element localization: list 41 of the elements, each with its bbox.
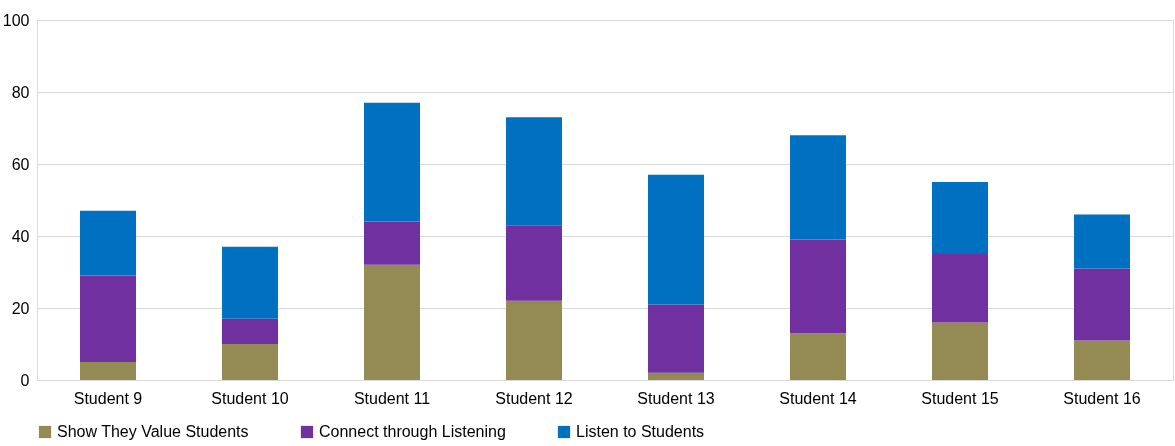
bar — [222, 344, 278, 380]
y-tick-label: 40 — [11, 227, 30, 245]
y-tick-label: 80 — [11, 83, 30, 101]
bar — [506, 117, 562, 226]
legend-label: Listen to Students — [576, 423, 705, 440]
bar — [222, 246, 278, 319]
bar — [506, 225, 562, 301]
bar — [506, 300, 562, 380]
x-tick-label: Student 13 — [637, 389, 715, 407]
legend-label: Show They Value Students — [57, 423, 249, 440]
x-tick-label: Student 9 — [73, 389, 143, 407]
bar — [364, 264, 420, 380]
bar — [222, 318, 278, 344]
y-tick-label: 100 — [2, 11, 30, 29]
bar — [648, 304, 704, 373]
x-tick-label: Student 15 — [921, 389, 999, 407]
bar — [932, 254, 988, 323]
bar — [1074, 268, 1130, 341]
bar — [932, 322, 988, 380]
bar — [648, 174, 704, 305]
bar — [80, 362, 136, 380]
x-tick-label: Student 11 — [353, 389, 431, 407]
bar — [790, 135, 846, 240]
bar — [364, 102, 420, 222]
x-tick-label: Student 14 — [779, 389, 857, 407]
bar — [1074, 214, 1130, 269]
bar — [364, 221, 420, 265]
x-tick-label: Student 10 — [211, 389, 289, 407]
y-tick-label: 20 — [11, 299, 30, 317]
y-tick-label: 0 — [20, 371, 30, 389]
bar — [1074, 340, 1130, 380]
bar — [648, 372, 704, 380]
bar — [790, 333, 846, 380]
bar — [932, 182, 988, 254]
bar — [80, 275, 136, 362]
y-tick-label: 60 — [11, 155, 30, 173]
x-tick-label: Student 16 — [1063, 389, 1141, 407]
bar — [790, 239, 846, 334]
legend-label: Connect through Listening — [319, 423, 506, 440]
x-tick-label: Student 12 — [495, 389, 573, 407]
bar — [80, 210, 136, 276]
